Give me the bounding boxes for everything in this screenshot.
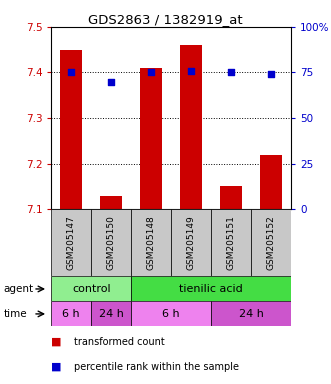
- Text: GSM205150: GSM205150: [107, 215, 116, 270]
- Text: 24 h: 24 h: [99, 309, 124, 319]
- Text: 24 h: 24 h: [239, 309, 264, 319]
- Text: GSM205152: GSM205152: [267, 215, 276, 270]
- Text: time: time: [3, 309, 27, 319]
- Bar: [91, 209, 131, 276]
- Bar: [131, 276, 291, 301]
- Bar: [171, 209, 211, 276]
- Bar: [131, 209, 171, 276]
- Point: [229, 70, 234, 76]
- Bar: [91, 301, 131, 326]
- Text: 6 h: 6 h: [63, 309, 80, 319]
- Text: GSM205151: GSM205151: [227, 215, 236, 270]
- Text: GSM205149: GSM205149: [187, 215, 196, 270]
- Point: [189, 68, 194, 74]
- Text: GSM205148: GSM205148: [147, 215, 156, 270]
- Text: ■: ■: [51, 337, 62, 347]
- Bar: [100, 195, 122, 209]
- Bar: [51, 301, 91, 326]
- Bar: [131, 301, 211, 326]
- Text: tienilic acid: tienilic acid: [179, 284, 243, 294]
- Text: GDS2863 / 1382919_at: GDS2863 / 1382919_at: [88, 13, 243, 26]
- Point: [69, 70, 74, 76]
- Bar: [180, 45, 202, 209]
- Bar: [140, 68, 162, 209]
- Bar: [211, 209, 251, 276]
- Point: [269, 71, 274, 78]
- Bar: [251, 209, 291, 276]
- Bar: [60, 50, 82, 209]
- Bar: [51, 209, 91, 276]
- Text: ■: ■: [51, 362, 62, 372]
- Text: control: control: [72, 284, 111, 294]
- Bar: [51, 276, 131, 301]
- Bar: [260, 154, 282, 209]
- Text: agent: agent: [3, 284, 33, 294]
- Bar: [220, 187, 242, 209]
- Text: percentile rank within the sample: percentile rank within the sample: [74, 362, 239, 372]
- Text: 6 h: 6 h: [163, 309, 180, 319]
- Point: [109, 78, 114, 84]
- Text: transformed count: transformed count: [74, 337, 165, 347]
- Point: [149, 70, 154, 76]
- Bar: [211, 301, 291, 326]
- Text: GSM205147: GSM205147: [67, 215, 76, 270]
